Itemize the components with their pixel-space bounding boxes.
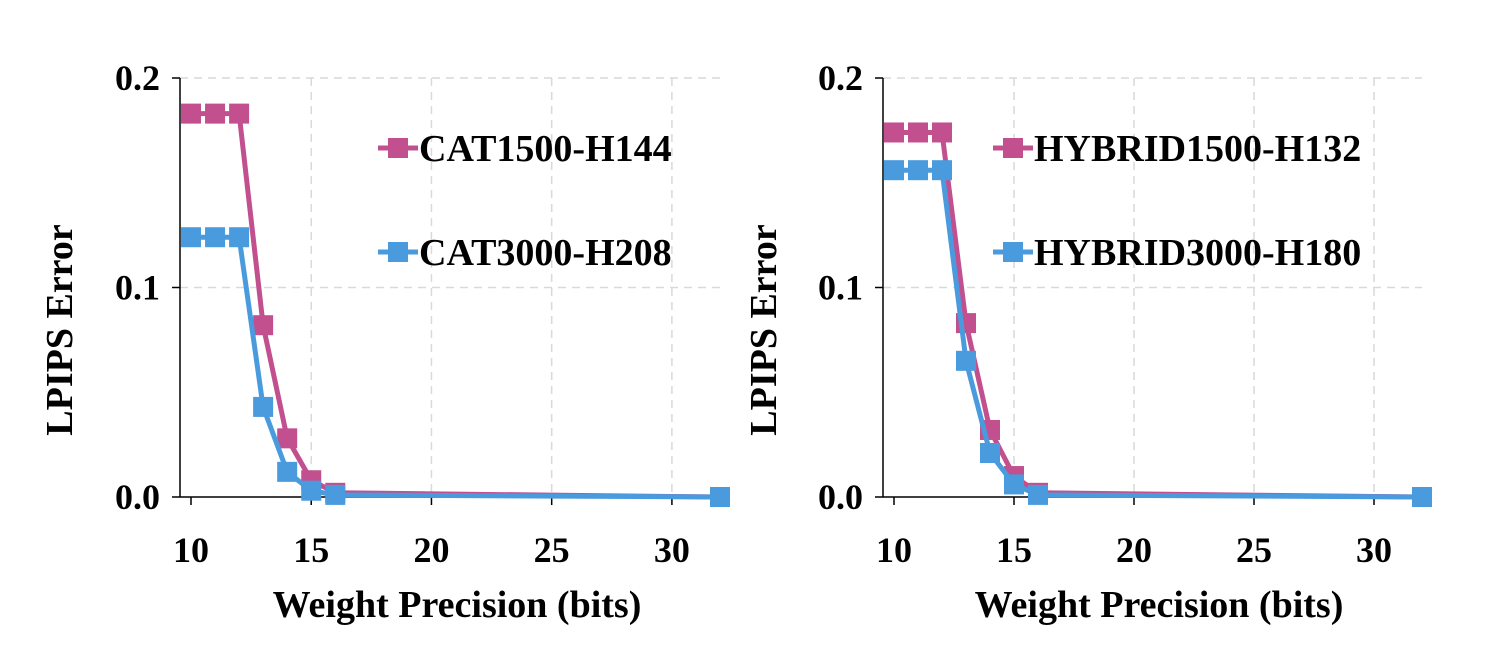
data-point	[884, 122, 904, 143]
y-tick-label: 0.1	[818, 268, 863, 308]
x-tick-label: 15	[996, 530, 1032, 570]
data-point	[181, 103, 201, 124]
data-point	[1028, 484, 1048, 505]
x-tick-label: 20	[1116, 530, 1152, 570]
data-point	[205, 227, 226, 248]
legend-entry-2: CAT3000-H208	[378, 232, 672, 274]
data-point	[229, 227, 250, 248]
series-line	[191, 111, 721, 500]
data-point	[205, 103, 226, 124]
data-point	[908, 160, 928, 181]
legend-marker	[388, 242, 408, 262]
x-tick-label: 30	[1356, 530, 1392, 570]
data-point	[181, 227, 201, 248]
x-tick-label: 30	[654, 530, 690, 570]
x-tick-label: 25	[534, 530, 570, 570]
x-tick-label: 10	[876, 530, 912, 570]
legend-label: CAT3000-H208	[419, 232, 672, 274]
series-hybrid3000-h180	[884, 160, 1432, 507]
data-point	[277, 428, 298, 449]
legend-entry-1: HYBRID1500-H132	[993, 128, 1361, 170]
data-point	[325, 484, 346, 505]
series-line	[894, 167, 1423, 500]
data-point	[980, 443, 1000, 464]
data-point	[1412, 487, 1432, 507]
legend-marker	[1003, 138, 1023, 158]
y-axis-label: LPIPS Error	[743, 224, 785, 436]
legend-entry-1: CAT1500-H144	[378, 128, 672, 170]
y-tick-label: 0.2	[115, 58, 160, 98]
data-point	[884, 160, 904, 181]
x-tick-label: 10	[173, 530, 209, 570]
y-axis-label: LPIPS Error	[39, 224, 81, 436]
x-tick-label: 20	[413, 530, 449, 570]
data-point	[956, 350, 976, 371]
x-tick-label: 25	[1236, 530, 1272, 570]
data-point	[1004, 474, 1024, 495]
x-axis-label: Weight Precision (bits)	[273, 584, 642, 626]
data-point	[932, 160, 952, 181]
legend-label: HYBRID3000-H180	[1034, 232, 1361, 274]
x-tick-label: 15	[293, 530, 329, 570]
legend-label: CAT1500-H144	[419, 128, 672, 170]
y-tick-label: 0.2	[818, 58, 863, 98]
y-tick-label: 0.0	[818, 477, 863, 517]
data-point	[253, 315, 274, 336]
legend-marker	[388, 138, 408, 158]
series-hybrid1500-h132	[884, 122, 1432, 507]
chart-panel-2: 0.0 0.1 0.2 10 15 20 25 30 Weight Precision (bit…	[743, 58, 1432, 626]
data-point	[932, 122, 952, 143]
data-point	[253, 396, 274, 417]
data-point	[710, 487, 730, 507]
legend-label: HYBRID1500-H132	[1034, 128, 1361, 170]
chart-panel-1: 0.0 0.1 0.2 10 15 20 25 30 Weight Precision (bit…	[39, 58, 730, 626]
series-cat3000-h208	[181, 227, 730, 507]
data-point	[301, 480, 322, 501]
data-point	[277, 461, 298, 482]
legend-entry-2: HYBRID3000-H180	[993, 232, 1361, 274]
y-tick-label: 0.0	[115, 477, 160, 517]
data-point	[908, 122, 928, 143]
legend-marker	[1003, 242, 1023, 262]
x-axis-label: Weight Precision (bits)	[975, 584, 1344, 626]
y-tick-label: 0.1	[115, 268, 160, 308]
data-point	[229, 103, 250, 124]
